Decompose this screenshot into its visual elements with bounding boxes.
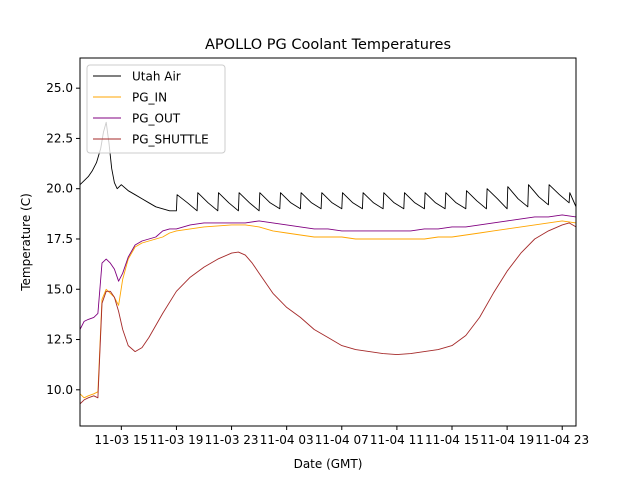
legend-label: Utah Air (132, 70, 181, 84)
y-tick-label: 20.0 (46, 182, 73, 196)
x-axis-label: Date (GMT) (294, 457, 363, 471)
x-tick-label: 11-04 07 (315, 433, 369, 447)
y-axis-label: Temperature (C) (19, 193, 33, 292)
x-tick-label: 11-04 23 (535, 433, 589, 447)
chart-title: APOLLO PG Coolant Temperatures (205, 37, 451, 53)
series-group (80, 121, 576, 405)
y-tick-label: 12.5 (46, 333, 73, 347)
y-tick-label: 17.5 (46, 232, 73, 246)
x-tick-label: 11-04 19 (480, 433, 534, 447)
y-axis: 10.0 12.5 15.0 17.5 20.0 22.5 25.0 (46, 81, 80, 397)
series-line-pg-shuttle (80, 222, 576, 405)
legend-label: PG_OUT (132, 112, 181, 126)
x-tick-label: 11-03 15 (94, 433, 148, 447)
plot-area (79, 57, 577, 427)
y-tick-label: 15.0 (46, 282, 73, 296)
series-line-pg-out (80, 214, 576, 330)
x-tick-label: 11-04 11 (370, 433, 424, 447)
legend-box (86, 64, 226, 154)
legend-label: PG_SHUTTLE (132, 133, 209, 147)
series-line-utah-air (80, 121, 576, 212)
x-tick-label: 11-03 23 (205, 433, 259, 447)
legend-label: PG_IN (132, 91, 167, 105)
x-tick-label: 11-03 19 (149, 433, 203, 447)
x-tick-label: 11-04 03 (260, 433, 314, 447)
legend: Utah Air PG_IN PG_OUT PG_SHUTTLE (86, 64, 226, 154)
y-tick-label: 22.5 (46, 131, 73, 145)
axes-frame (79, 57, 577, 427)
y-tick-label: 25.0 (46, 81, 73, 95)
x-tick-label: 11-04 15 (425, 433, 479, 447)
y-tick-label: 10.0 (46, 383, 73, 397)
x-axis: 11-03 15 11-03 19 11-03 23 11-04 03 11-04 07… (94, 426, 589, 447)
